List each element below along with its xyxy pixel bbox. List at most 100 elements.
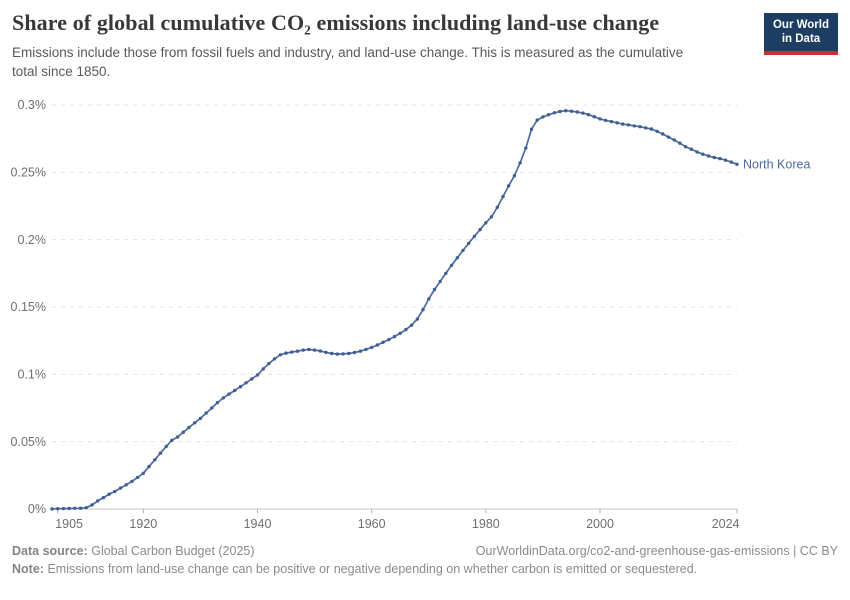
series-data-point[interactable] <box>364 347 368 352</box>
series-data-point[interactable] <box>324 350 328 355</box>
series-data-point[interactable] <box>141 471 145 475</box>
series-data-point[interactable] <box>90 503 94 507</box>
series-data-point[interactable] <box>347 351 351 356</box>
series-data-point[interactable] <box>404 327 408 332</box>
series-data-point[interactable] <box>432 287 437 292</box>
series-data-point[interactable] <box>655 129 659 133</box>
series-data-point[interactable] <box>467 241 471 245</box>
series-data-point[interactable] <box>529 127 534 131</box>
series-data-point[interactable] <box>489 215 494 219</box>
series-data-point[interactable] <box>358 349 362 353</box>
series-data-point[interactable] <box>56 507 60 511</box>
series-data-point[interactable] <box>444 271 448 275</box>
series-data-point[interactable] <box>73 506 77 510</box>
series-data-point[interactable] <box>318 349 322 353</box>
series-data-point[interactable] <box>335 352 340 356</box>
series-data-point[interactable] <box>147 464 151 469</box>
series-data-point[interactable] <box>706 154 711 158</box>
series-data-point[interactable] <box>187 425 191 430</box>
series-data-point[interactable] <box>604 118 608 123</box>
series-data-point[interactable] <box>461 248 465 253</box>
series-data-point[interactable] <box>409 323 414 327</box>
series-data-point[interactable] <box>729 160 733 164</box>
series-data-point[interactable] <box>278 353 282 357</box>
series-data-point[interactable] <box>558 109 562 114</box>
series-data-point[interactable] <box>375 343 380 347</box>
series-data-point[interactable] <box>158 451 163 455</box>
series-data-point[interactable] <box>61 506 66 511</box>
series-data-point[interactable] <box>193 421 197 425</box>
series-data-point[interactable] <box>341 352 345 356</box>
series-data-point[interactable] <box>678 141 682 145</box>
series-data-point[interactable] <box>290 350 294 354</box>
series-data-point[interactable] <box>683 145 688 149</box>
series-data-point[interactable] <box>307 347 311 352</box>
series-data-point[interactable] <box>67 506 71 511</box>
series-data-point[interactable] <box>661 132 665 136</box>
entity-label[interactable]: North Korea <box>743 157 810 171</box>
series-data-point[interactable] <box>284 351 288 355</box>
series-data-point[interactable] <box>84 506 89 510</box>
series-data-point[interactable] <box>175 435 180 439</box>
series-data-point[interactable] <box>398 331 402 335</box>
series-data-point[interactable] <box>124 483 128 487</box>
series-line[interactable] <box>51 109 738 510</box>
series-data-point[interactable] <box>626 123 631 127</box>
series-data-point[interactable] <box>569 109 574 113</box>
series-data-point[interactable] <box>718 156 722 161</box>
series-data-point[interactable] <box>666 135 671 139</box>
series-data-point[interactable] <box>370 345 374 350</box>
series-data-point[interactable] <box>238 385 243 389</box>
series-data-point[interactable] <box>272 357 277 361</box>
series-data-point[interactable] <box>101 495 106 500</box>
series-data-point[interactable] <box>215 400 220 405</box>
series-data-point[interactable] <box>712 155 716 160</box>
series-data-point[interactable] <box>427 297 431 301</box>
series-data-point[interactable] <box>255 373 260 377</box>
series-data-point[interactable] <box>449 263 454 267</box>
series-data-point[interactable] <box>244 381 248 385</box>
series-data-point[interactable] <box>507 184 511 188</box>
series-data-point[interactable] <box>512 174 517 178</box>
series-data-point[interactable] <box>535 118 539 122</box>
series-data-point[interactable] <box>609 119 614 124</box>
series-data-point[interactable] <box>689 147 693 151</box>
series-data-point[interactable] <box>301 348 305 352</box>
series-data-point[interactable] <box>164 444 168 449</box>
series-data-point[interactable] <box>153 458 157 462</box>
series-data-point[interactable] <box>564 109 568 113</box>
series-data-point[interactable] <box>421 308 425 312</box>
series-data-point[interactable] <box>546 113 551 117</box>
series-data-point[interactable] <box>472 234 477 238</box>
series-data-point[interactable] <box>672 138 676 142</box>
series-data-point[interactable] <box>221 396 225 400</box>
series-data-point[interactable] <box>330 351 334 356</box>
series-data-point[interactable] <box>96 499 100 503</box>
series-data-point[interactable] <box>541 115 545 119</box>
series-data-point[interactable] <box>638 125 642 129</box>
series-data-point[interactable] <box>170 438 174 442</box>
series-data-point[interactable] <box>392 334 397 339</box>
series-data-point[interactable] <box>632 124 636 128</box>
series-data-point[interactable] <box>387 337 391 342</box>
series-data-point[interactable] <box>586 113 591 117</box>
series-data-point[interactable] <box>644 126 648 130</box>
series-data-point[interactable] <box>135 475 140 480</box>
series-data-point[interactable] <box>649 127 654 131</box>
series-data-point[interactable] <box>78 506 83 510</box>
series-data-point[interactable] <box>615 121 619 125</box>
series-data-point[interactable] <box>261 367 265 371</box>
series-data-point[interactable] <box>250 377 254 381</box>
series-data-point[interactable] <box>295 349 300 353</box>
series-data-point[interactable] <box>484 221 488 225</box>
series-data-point[interactable] <box>701 152 705 156</box>
series-data-point[interactable] <box>598 117 602 121</box>
series-data-point[interactable] <box>575 110 579 114</box>
series-data-point[interactable] <box>118 486 123 490</box>
series-data-point[interactable] <box>233 388 237 393</box>
series-data-point[interactable] <box>495 205 499 209</box>
series-data-point[interactable] <box>267 361 271 366</box>
series-data-point[interactable] <box>113 489 117 494</box>
series-data-point[interactable] <box>478 227 482 232</box>
series-data-point[interactable] <box>107 492 111 496</box>
